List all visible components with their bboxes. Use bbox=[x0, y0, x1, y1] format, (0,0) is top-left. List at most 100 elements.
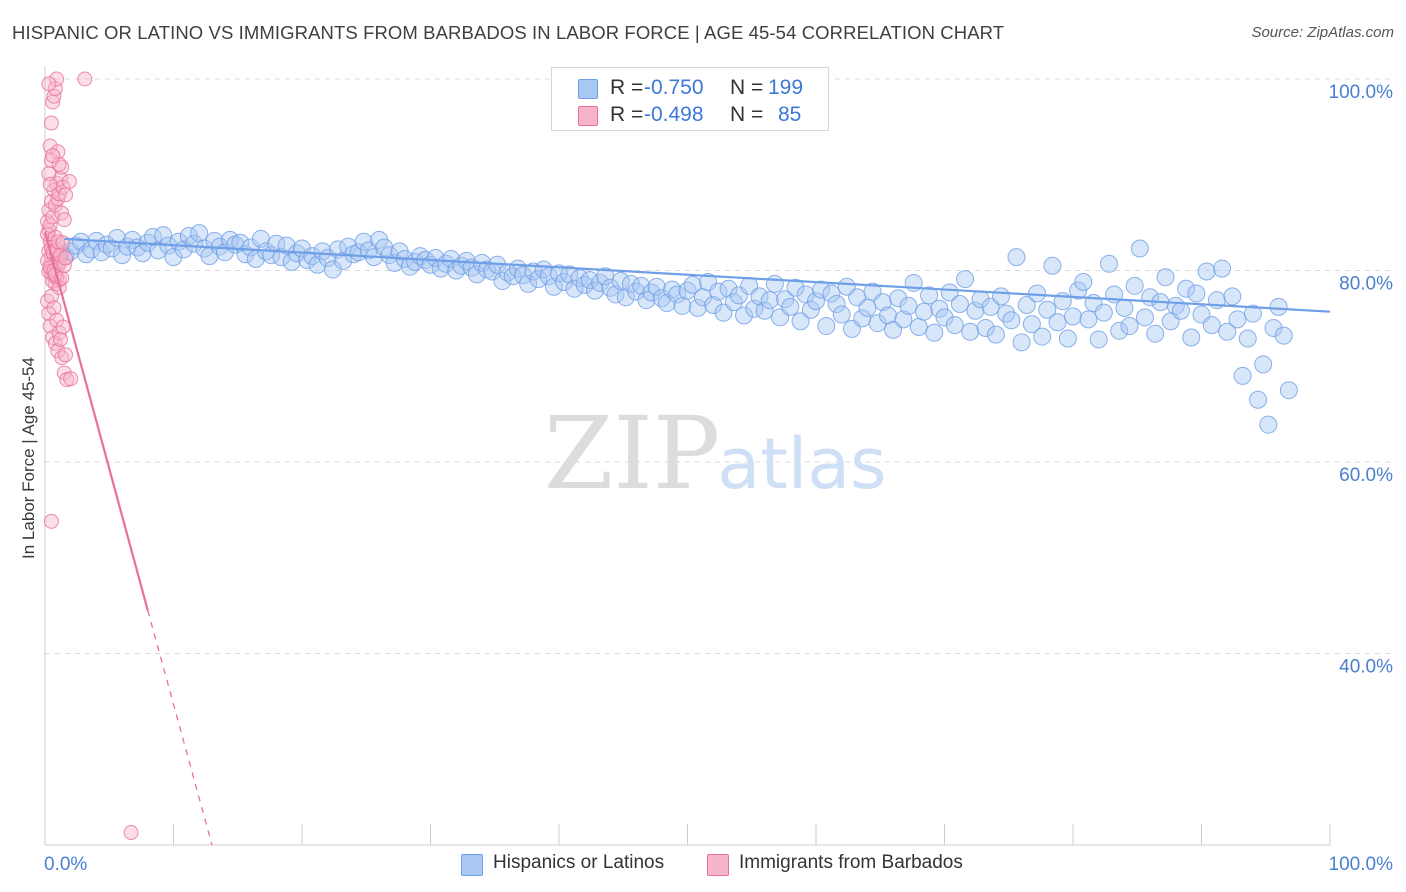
legend-r-label: R = bbox=[610, 103, 644, 126]
x-tick-label: 0.0% bbox=[44, 854, 87, 875]
point-hispanic bbox=[606, 285, 625, 304]
legend-n-value: 199 bbox=[768, 76, 804, 99]
point-hispanic bbox=[77, 245, 96, 264]
point-hispanic bbox=[1269, 297, 1288, 316]
point-hispanic bbox=[827, 295, 846, 314]
point-hispanic bbox=[966, 301, 985, 320]
point-barbados bbox=[46, 300, 62, 316]
point-hispanic bbox=[935, 308, 954, 327]
point-hispanic bbox=[1228, 310, 1247, 329]
point-hispanic bbox=[1058, 329, 1077, 348]
point-hispanic bbox=[1218, 322, 1237, 341]
point-hispanic bbox=[272, 248, 291, 267]
x-tick-label: 100.0% bbox=[1329, 854, 1394, 875]
y-tick-label: 100.0% bbox=[1329, 82, 1394, 103]
y-tick-label: 80.0% bbox=[1339, 274, 1393, 295]
legend-r-value: -0.498 bbox=[644, 103, 704, 126]
point-hispanic bbox=[1249, 390, 1268, 409]
point-barbados bbox=[43, 288, 59, 304]
point-hispanic bbox=[1156, 268, 1175, 287]
point-hispanic bbox=[668, 285, 687, 304]
point-hispanic bbox=[467, 265, 486, 284]
point-hispanic bbox=[493, 272, 512, 291]
point-hispanic bbox=[442, 250, 461, 269]
point-hispanic bbox=[185, 234, 204, 253]
point-hispanic bbox=[961, 322, 980, 341]
point-hispanic bbox=[616, 288, 635, 307]
point-hispanic bbox=[514, 266, 533, 285]
point-barbados bbox=[45, 209, 61, 225]
point-hispanic bbox=[282, 252, 301, 271]
point-hispanic bbox=[678, 281, 697, 300]
point-hispanic bbox=[1074, 272, 1093, 291]
point-hispanic bbox=[1135, 308, 1154, 327]
point-hispanic bbox=[1130, 239, 1149, 258]
point-hispanic bbox=[673, 296, 692, 315]
tick-label-layer: 40.0% 60.0% 80.0% 100.0% 0.0% 100.0% bbox=[44, 82, 1393, 875]
point-barbados bbox=[41, 76, 57, 92]
point-barbados bbox=[49, 71, 65, 87]
point-hispanic bbox=[647, 277, 666, 296]
point-barbados bbox=[42, 217, 58, 233]
point-barbados bbox=[54, 159, 70, 175]
point-hispanic bbox=[986, 325, 1005, 344]
point-hispanic bbox=[709, 282, 728, 301]
point-barbados bbox=[58, 250, 74, 266]
point-hispanic bbox=[920, 286, 939, 305]
point-hispanic bbox=[550, 264, 568, 283]
point-hispanic bbox=[1043, 256, 1062, 275]
point-hispanic bbox=[719, 279, 738, 298]
source-label: Source: ZipAtlas.com bbox=[1251, 24, 1394, 41]
point-hispanic bbox=[1264, 318, 1283, 337]
point-hispanic bbox=[801, 300, 820, 319]
point-barbados bbox=[55, 235, 71, 251]
watermark-zip: ZIP bbox=[544, 395, 720, 512]
point-barbados bbox=[55, 319, 71, 335]
legend-swatch-barbados bbox=[578, 106, 598, 126]
trendline-hispanic bbox=[64, 237, 1331, 313]
point-hispanic bbox=[632, 276, 651, 295]
point-hispanic bbox=[1202, 316, 1221, 335]
point-barbados bbox=[58, 347, 74, 363]
point-barbados bbox=[42, 176, 58, 192]
legend-swatch-hispanic bbox=[461, 854, 483, 876]
legend-label-hispanic: Hispanics or Latinos bbox=[493, 852, 665, 873]
trendline-barbados bbox=[43, 231, 149, 611]
point-hispanic bbox=[807, 292, 825, 311]
point-hispanic bbox=[1002, 311, 1021, 330]
point-hispanic bbox=[899, 296, 918, 315]
point-hispanic bbox=[642, 283, 661, 302]
point-hispanic bbox=[755, 301, 774, 320]
point-hispanic bbox=[560, 265, 579, 284]
point-hispanic bbox=[354, 232, 373, 251]
point-hispanic bbox=[1079, 310, 1098, 329]
point-hispanic bbox=[812, 280, 831, 299]
point-hispanic bbox=[976, 318, 995, 337]
y-axis-label: In Labor Force | Age 45-54 bbox=[19, 357, 38, 559]
point-hispanic bbox=[1279, 381, 1298, 400]
point-hispanic bbox=[704, 295, 723, 314]
point-hispanic bbox=[878, 306, 897, 325]
point-hispanic bbox=[832, 305, 851, 324]
legend-r-label: R = bbox=[610, 76, 644, 99]
point-hispanic bbox=[1115, 298, 1134, 317]
point-hispanic bbox=[1064, 307, 1082, 326]
point-hispanic bbox=[1012, 333, 1031, 352]
point-hispanic bbox=[1146, 324, 1165, 343]
point-hispanic bbox=[1007, 248, 1026, 267]
correlation-legend: R = -0.750 N = 199 R = -0.498 N = 85 bbox=[551, 67, 829, 131]
point-hispanic bbox=[1069, 281, 1088, 300]
point-hispanic bbox=[760, 291, 779, 310]
point-hispanic bbox=[868, 314, 887, 333]
trend-layer bbox=[43, 231, 1331, 846]
y-tick-label: 40.0% bbox=[1339, 657, 1393, 678]
point-hispanic bbox=[611, 272, 630, 291]
point-hispanic bbox=[822, 284, 841, 303]
point-hispanic bbox=[894, 310, 913, 329]
point-hispanic bbox=[575, 275, 594, 294]
point-hispanic bbox=[889, 289, 908, 308]
point-hispanic bbox=[1177, 279, 1196, 298]
point-barbados bbox=[56, 258, 72, 274]
point-hispanic bbox=[231, 233, 250, 252]
